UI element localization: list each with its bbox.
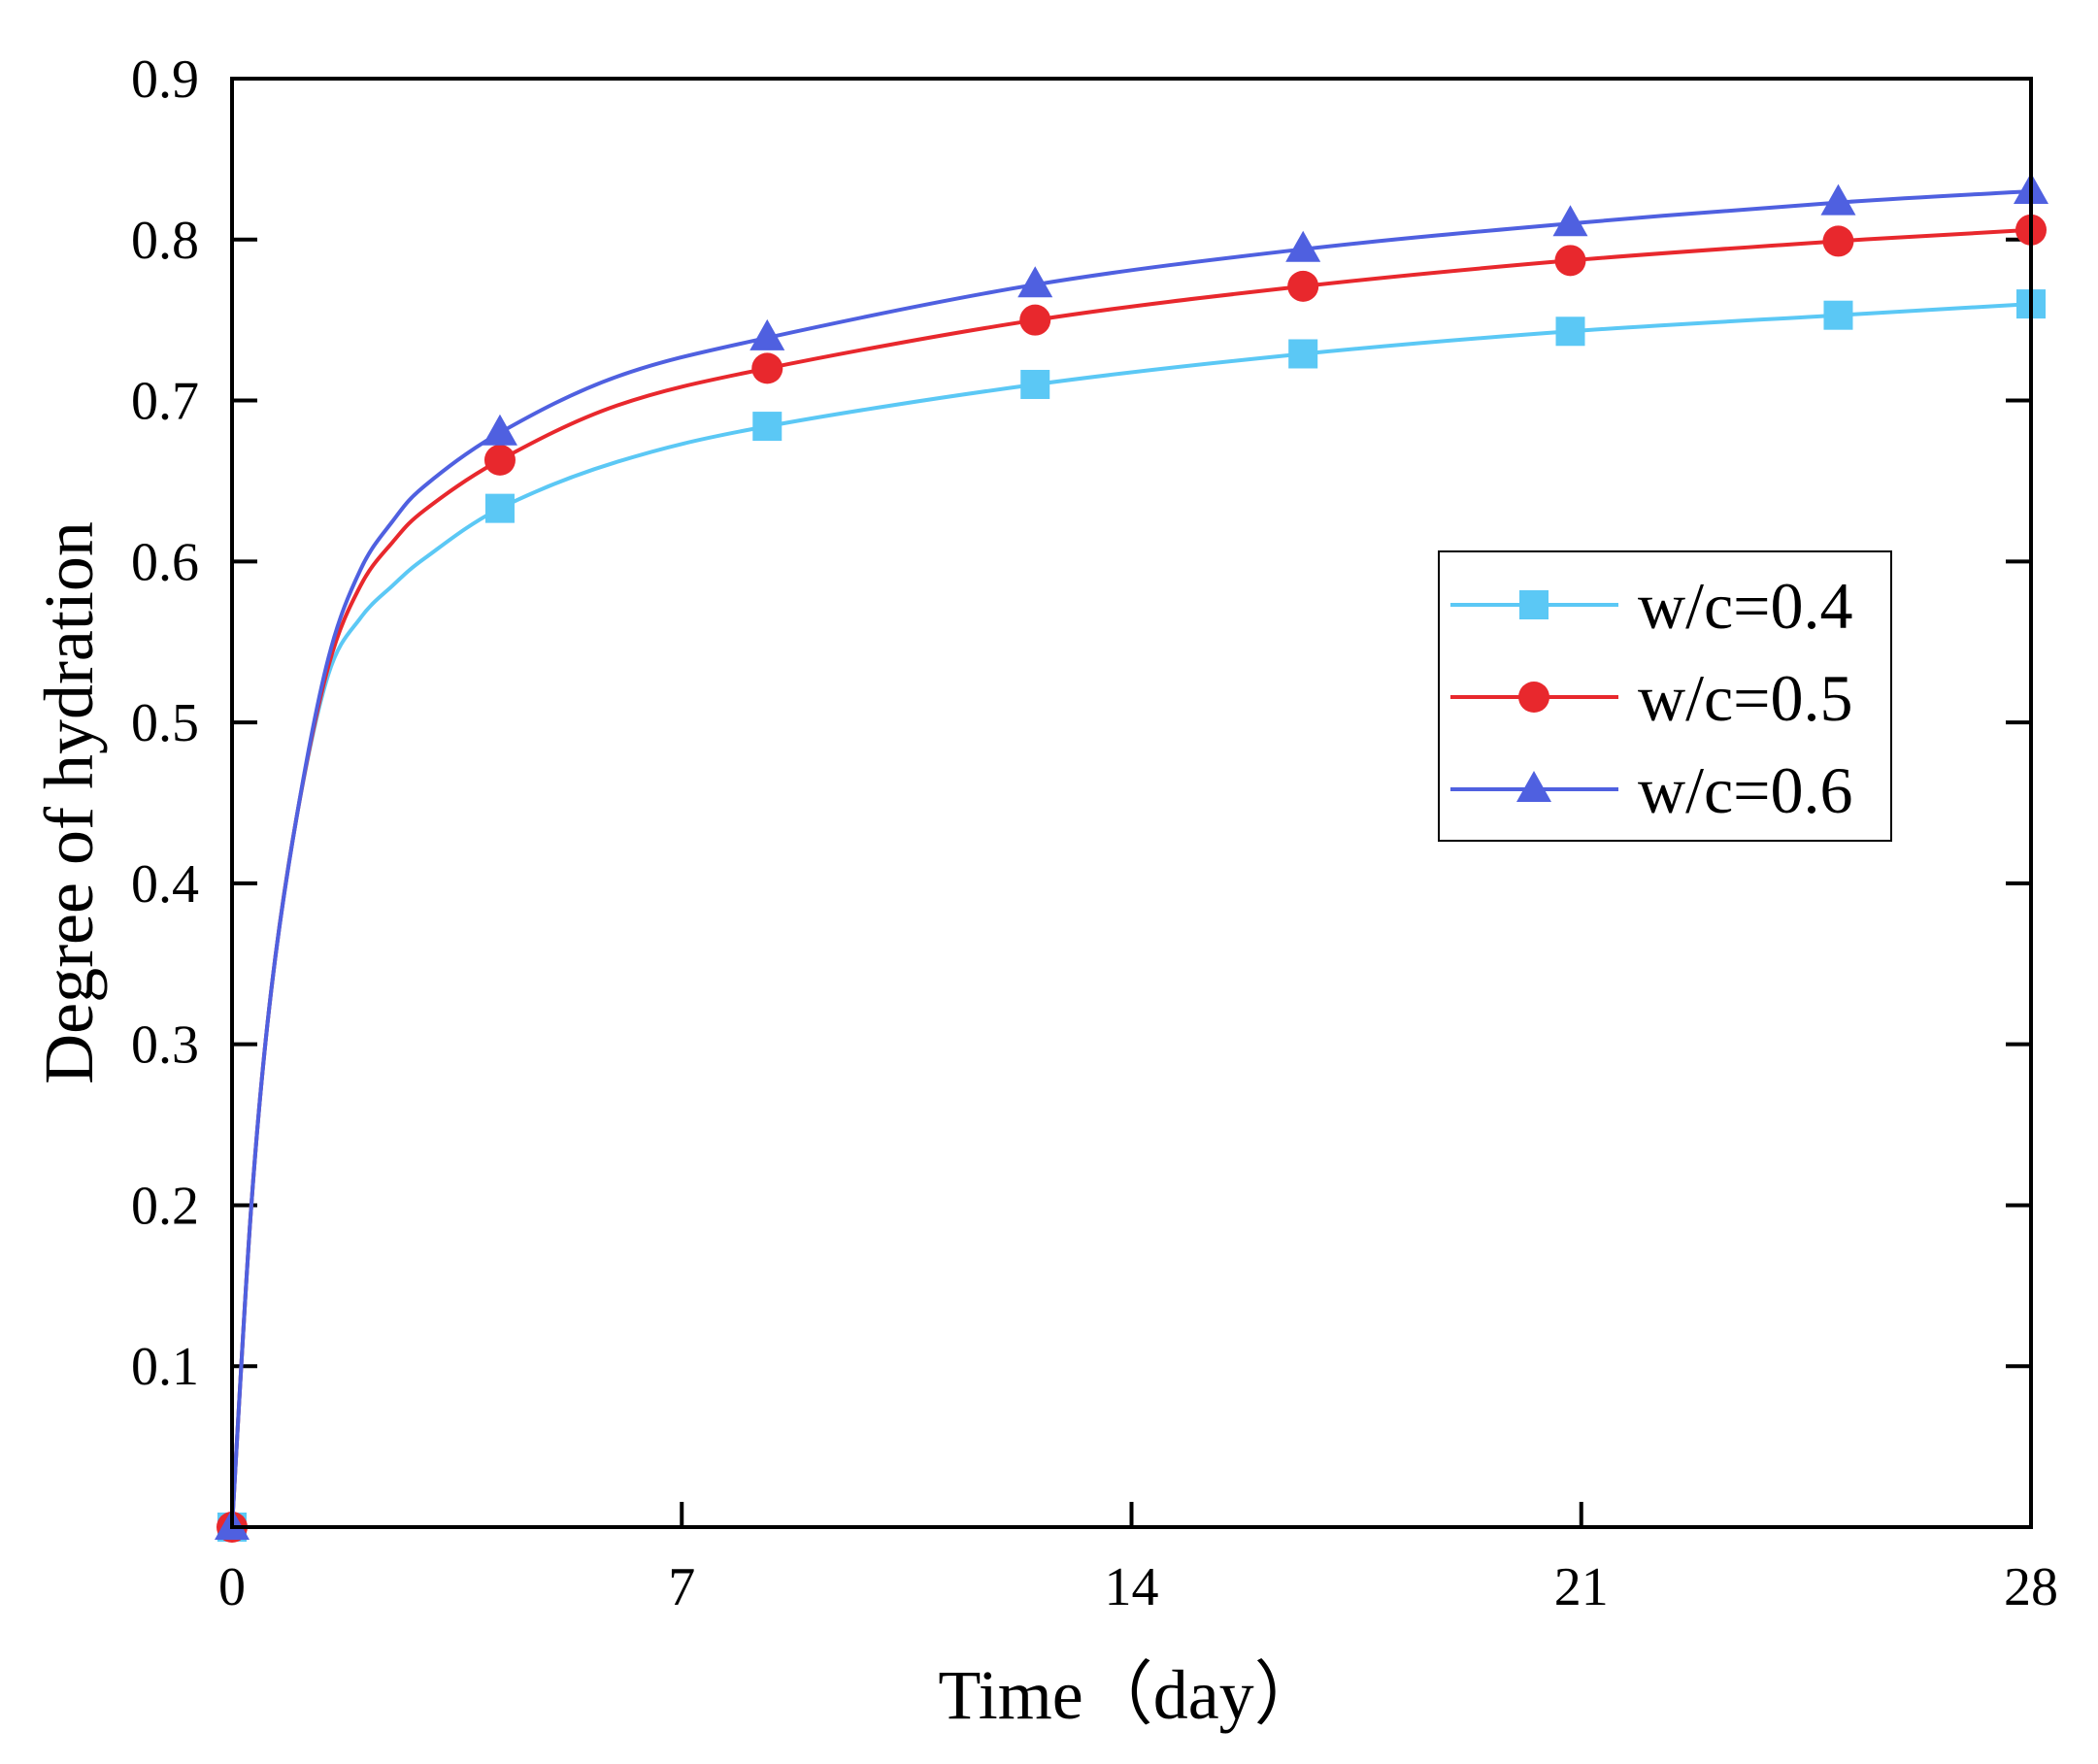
data-point xyxy=(1822,225,1854,257)
data-point xyxy=(483,444,516,476)
legend-item: w/c=0.5 xyxy=(1450,661,1853,735)
data-point xyxy=(1020,369,1050,399)
y-tick-label: 0.9 xyxy=(131,50,199,110)
plot-frame xyxy=(230,77,2033,1529)
x-tick-label: 28 xyxy=(2004,1557,2058,1617)
data-point xyxy=(1285,230,1321,262)
series-line xyxy=(230,189,2032,1528)
data-point xyxy=(749,318,785,350)
data-point xyxy=(1555,316,1585,347)
data-point xyxy=(1019,304,1051,336)
data-point xyxy=(1820,183,1856,216)
y-tick-label: 0.1 xyxy=(131,1337,199,1397)
y-tick-label: 0.6 xyxy=(131,532,199,592)
y-axis-label: Degree of hydration xyxy=(30,521,108,1084)
y-tick-label: 0.8 xyxy=(131,211,199,271)
y-tick-label: 0.7 xyxy=(131,372,199,432)
data-point xyxy=(752,412,783,442)
legend-marker xyxy=(1516,771,1551,802)
y-tick-label: 0.4 xyxy=(131,854,199,915)
legend: w/c=0.4 w/c=0.5 w/c=0.6 xyxy=(1438,550,1892,842)
legend-label: w/c=0.5 xyxy=(1638,661,1853,735)
legend-marker xyxy=(1519,590,1549,619)
data-point xyxy=(1823,300,1853,330)
y-tick-label: 0.2 xyxy=(131,1176,199,1236)
x-tick-label: 14 xyxy=(1105,1557,1159,1617)
x-tick-label: 21 xyxy=(1554,1557,1609,1617)
legend-item: w/c=0.4 xyxy=(1450,569,1853,643)
data-point xyxy=(484,493,515,523)
data-point xyxy=(1287,270,1319,302)
legend-label: w/c=0.6 xyxy=(1638,753,1853,827)
data-point xyxy=(751,352,783,384)
y-tick-label: 0.5 xyxy=(131,693,199,753)
data-point xyxy=(1017,266,1053,298)
x-axis-label: Time（day） xyxy=(938,1656,1323,1734)
data-point xyxy=(1554,245,1586,277)
y-tick-label: 0.3 xyxy=(131,1015,199,1076)
data-point xyxy=(1288,339,1318,369)
legend-item: w/c=0.6 xyxy=(1450,753,1853,827)
ticks: 0 7 14 21 28 0.1 0.2 0.3 0.4 0.5 0.6 0.7 0.8 0.9 xyxy=(131,50,2058,1617)
x-tick-label: 0 xyxy=(218,1557,246,1617)
legend-label: w/c=0.4 xyxy=(1638,569,1853,643)
x-tick-label: 7 xyxy=(668,1557,695,1617)
legend-marker xyxy=(1518,682,1549,713)
data-point xyxy=(482,414,517,446)
series-group xyxy=(215,173,2048,1543)
data-point xyxy=(1552,205,1588,237)
